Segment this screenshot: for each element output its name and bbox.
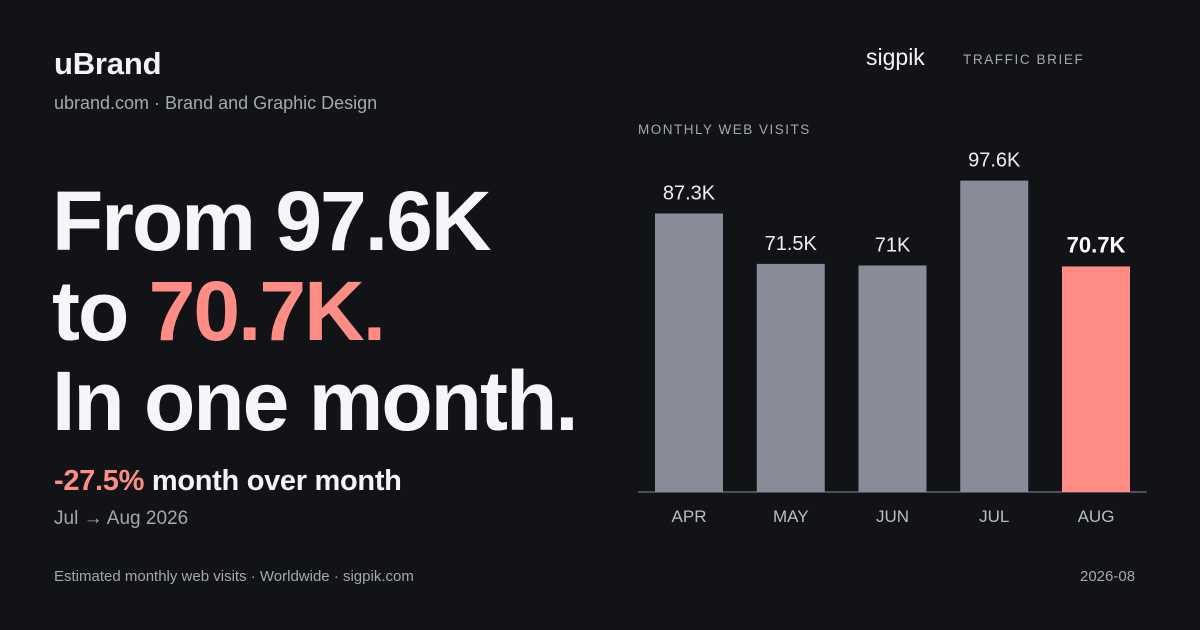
sigpik-logo: sigpik <box>866 44 925 70</box>
x-tick-label-apr: APR <box>672 507 707 526</box>
change-text: month over month <box>144 465 402 497</box>
bar-apr <box>655 213 723 492</box>
bar-aug <box>1062 266 1130 492</box>
headline-line-2: to 70.7K. <box>52 266 577 356</box>
chart-title: MONTHLY WEB VISITS <box>638 122 811 137</box>
change-summary: -27.5% month over month <box>54 465 402 498</box>
change-period: Jul → Aug 2026 <box>54 508 189 529</box>
bar-value-label-apr: 87.3K <box>663 182 716 204</box>
bar-value-label-jul: 97.6K <box>968 150 1021 172</box>
headline-accent-value: 70.7K. <box>148 264 386 358</box>
headline-line-3: In one month. <box>52 354 579 448</box>
x-tick-label-aug: AUG <box>1078 507 1115 526</box>
brief-tag: TRAFFIC BRIEF <box>963 52 1085 67</box>
bar-value-label-aug: 70.7K <box>1067 232 1126 257</box>
bar-jun <box>858 265 927 492</box>
x-tick-label-jun: JUN <box>876 507 909 526</box>
bar-chart: 87.3K APR 71.5K MAY 71K JUN 97.6K JUL 70.7K AUG <box>638 150 1147 526</box>
bar-value-label-may: 71.5K <box>765 233 818 255</box>
change-percent: -27.5% <box>54 465 145 497</box>
brand-name: uBrand <box>54 46 162 81</box>
bar-may <box>756 263 825 492</box>
x-tick-label-may: MAY <box>773 507 809 526</box>
headline: From 97.6K to 70.7K. In one month. <box>52 174 579 448</box>
headline-line-2-prefix: to <box>52 264 149 358</box>
footer-date: 2026-08 <box>1080 568 1136 585</box>
headline-line-1: From 97.6K <box>52 174 491 268</box>
x-tick-label-jul: JUL <box>979 507 1009 526</box>
footer-source: Estimated monthly web visits · Worldwide… <box>54 568 414 585</box>
brand-subtitle: ubrand.com · Brand and Graphic Design <box>54 93 378 113</box>
bar-jul <box>960 180 1029 492</box>
bar-value-label-jun: 71K <box>875 234 911 256</box>
